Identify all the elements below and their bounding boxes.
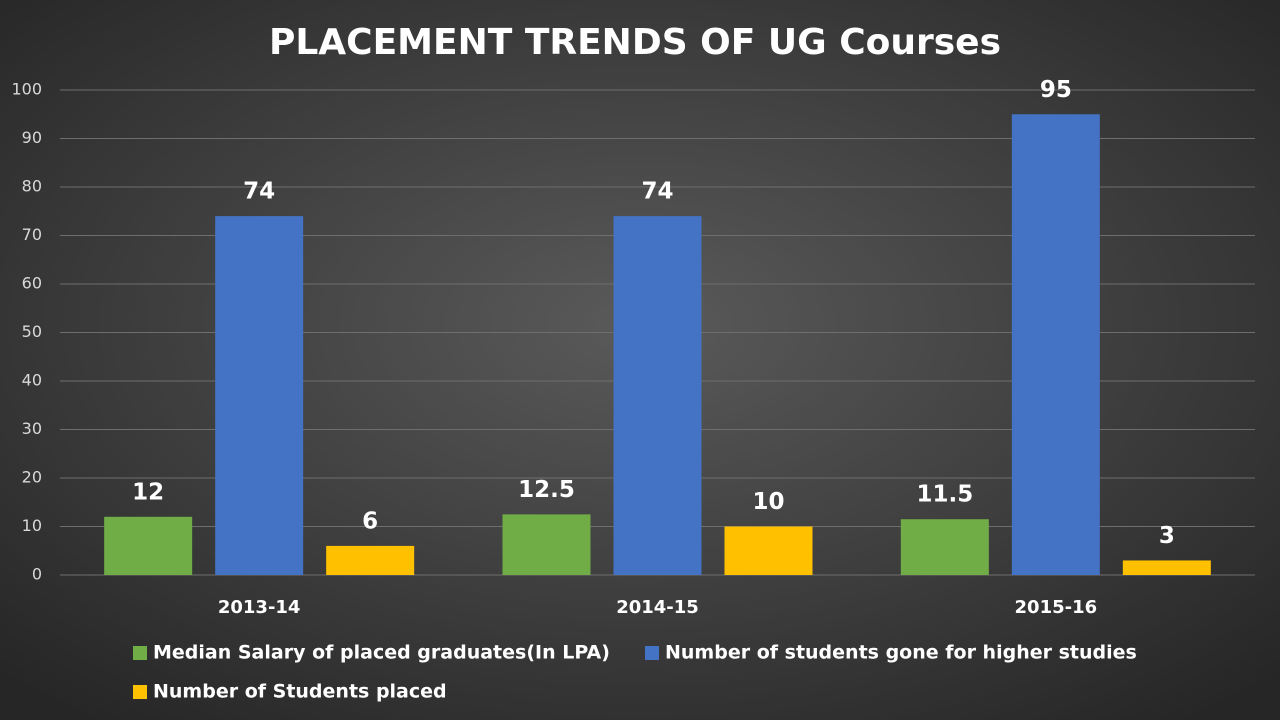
data-label: 74	[243, 179, 275, 205]
chart-title: PLACEMENT TRENDS OF UG Courses	[269, 22, 1001, 63]
data-label: 10	[752, 489, 784, 515]
x-tick-label: 2013-14	[218, 597, 301, 618]
data-label: 11.5	[916, 482, 973, 508]
x-tick-label: 2015-16	[1015, 597, 1098, 618]
y-tick-label: 60	[22, 274, 42, 293]
bar	[326, 545, 415, 575]
bar	[1011, 114, 1100, 575]
y-tick-label: 70	[22, 225, 42, 244]
data-label: 6	[362, 508, 378, 534]
y-tick-label: 50	[22, 322, 42, 341]
legend-label: Median Salary of placed graduates(In LPA…	[153, 642, 610, 664]
y-tick-label: 100	[11, 80, 42, 99]
bar	[502, 514, 591, 575]
data-label: 74	[641, 179, 673, 205]
y-tick-label: 40	[22, 371, 42, 390]
bar	[215, 216, 304, 575]
bar	[613, 216, 702, 575]
data-label: 3	[1159, 523, 1175, 549]
bar	[724, 526, 813, 575]
bar	[1122, 560, 1211, 575]
y-tick-label: 10	[22, 516, 42, 535]
bar	[104, 516, 193, 575]
data-label: 12	[132, 479, 164, 505]
y-tick-label: 80	[22, 177, 42, 196]
legend-swatch	[133, 646, 147, 660]
data-label: 12.5	[518, 477, 575, 503]
y-tick-label: 20	[22, 468, 42, 487]
y-tick-label: 90	[22, 128, 42, 147]
legend-swatch	[133, 685, 147, 699]
bar	[900, 519, 989, 575]
legend-label: Number of students gone for higher studi…	[665, 642, 1137, 664]
legend-swatch	[645, 646, 659, 660]
data-label: 95	[1040, 77, 1072, 103]
x-tick-label: 2014-15	[616, 597, 699, 618]
y-tick-label: 30	[22, 419, 42, 438]
legend-label: Number of Students placed	[153, 681, 447, 703]
y-tick-label: 0	[32, 565, 42, 584]
